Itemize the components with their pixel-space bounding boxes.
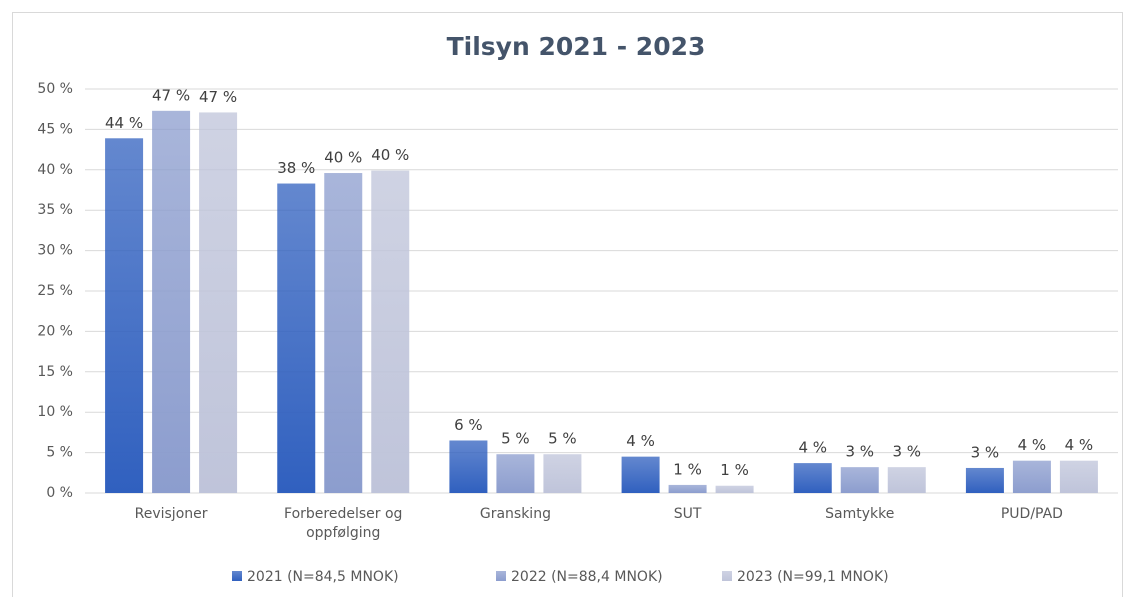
legend-label: 2021 (N=84,5 MNOK) (247, 569, 399, 585)
data-label: 6 % (454, 416, 483, 434)
data-label: 5 % (548, 430, 577, 448)
legend-label: 2022 (N=88,4 MNOK) (511, 569, 663, 585)
bar (543, 454, 582, 493)
x-tick-label: PUD/PAD (1000, 506, 1063, 522)
data-label: 4 % (626, 432, 655, 450)
bar (621, 456, 660, 493)
bar (277, 183, 316, 493)
data-label: 4 % (798, 439, 827, 457)
bar (715, 485, 754, 493)
data-label: 4 % (1018, 436, 1047, 454)
data-label: 5 % (501, 430, 530, 448)
data-label: 38 % (277, 159, 315, 177)
legend-swatch (722, 571, 732, 581)
data-label: 44 % (105, 114, 143, 132)
bar (199, 112, 238, 493)
bar (324, 173, 363, 494)
legend-swatch (232, 571, 242, 581)
data-label: 1 % (720, 461, 749, 479)
bar (1059, 460, 1098, 493)
legend-label: 2023 (N=99,1 MNOK) (737, 569, 889, 585)
data-label: 4 % (1065, 436, 1094, 454)
y-tick-label: 0 % (46, 485, 73, 501)
data-label: 47 % (152, 86, 190, 104)
data-label: 3 % (845, 443, 874, 461)
bar (449, 440, 488, 493)
y-tick-label: 20 % (37, 323, 73, 339)
chart-frame (12, 12, 1123, 597)
y-tick-label: 5 % (46, 445, 73, 461)
y-tick-label: 30 % (37, 243, 73, 259)
bar (371, 170, 410, 493)
y-tick-label: 25 % (37, 283, 73, 299)
y-tick-label: 40 % (37, 162, 73, 178)
data-label: 3 % (971, 443, 1000, 461)
bar (496, 454, 535, 493)
y-tick-label: 15 % (37, 364, 73, 380)
chart-title: Tilsyn 2021 - 2023 (447, 32, 706, 61)
data-label: 47 % (199, 88, 237, 106)
bar (840, 467, 879, 493)
x-tick-label: SUT (673, 506, 702, 522)
bar (668, 484, 707, 493)
x-tick-label: Gransking (479, 506, 551, 522)
legend-swatch (496, 571, 506, 581)
x-tick-label: Forberedelser og oppfølging (284, 506, 403, 541)
data-label: 40 % (324, 149, 362, 167)
bar (887, 467, 926, 493)
y-tick-label: 45 % (37, 121, 73, 137)
bar (793, 463, 832, 493)
bar (1012, 460, 1051, 493)
data-label: 1 % (673, 460, 702, 478)
data-label: 3 % (892, 443, 921, 461)
y-tick-label: 35 % (37, 202, 73, 218)
x-tick-label: Samtykke (825, 506, 895, 522)
y-tick-label: 10 % (37, 404, 73, 420)
x-tick-label: Revisjoner (134, 506, 208, 522)
bar (152, 110, 191, 493)
bar (965, 467, 1004, 493)
y-tick-label: 50 % (37, 81, 73, 97)
data-label: 40 % (371, 146, 409, 164)
bar (105, 138, 144, 493)
